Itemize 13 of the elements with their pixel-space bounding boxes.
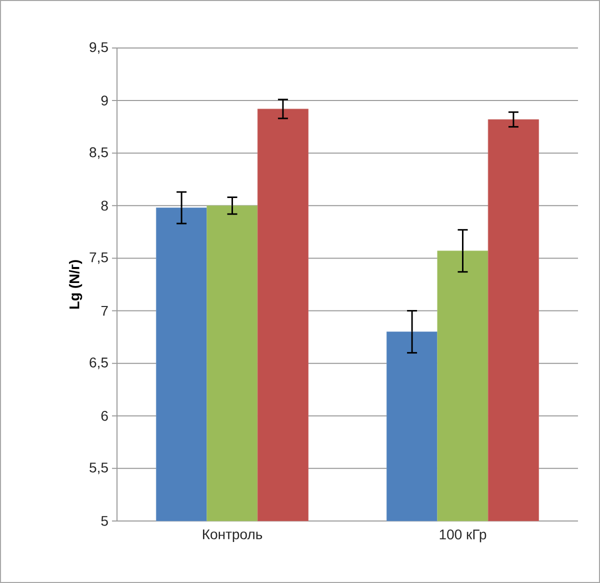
y-tick-label: 5,5	[90, 462, 108, 474]
y-tick-label: 8	[101, 200, 108, 211]
y-tick-label: 6	[101, 410, 108, 421]
y-tick-label: 9	[101, 96, 108, 106]
x-tick-label: Контроль	[202, 530, 262, 542]
y-tick-label: 7,5	[90, 252, 108, 264]
y-tick-label: 6,5	[90, 358, 108, 370]
y-tick-label: 7	[101, 306, 108, 316]
y-tick-label: 8,5	[90, 147, 108, 159]
y-tick-label: 9,5	[90, 42, 108, 54]
y-axis-title: Lg (N/г)	[69, 260, 82, 309]
x-tick-label: 100 кГр	[440, 530, 486, 542]
y-tick-label: 5	[101, 516, 108, 526]
